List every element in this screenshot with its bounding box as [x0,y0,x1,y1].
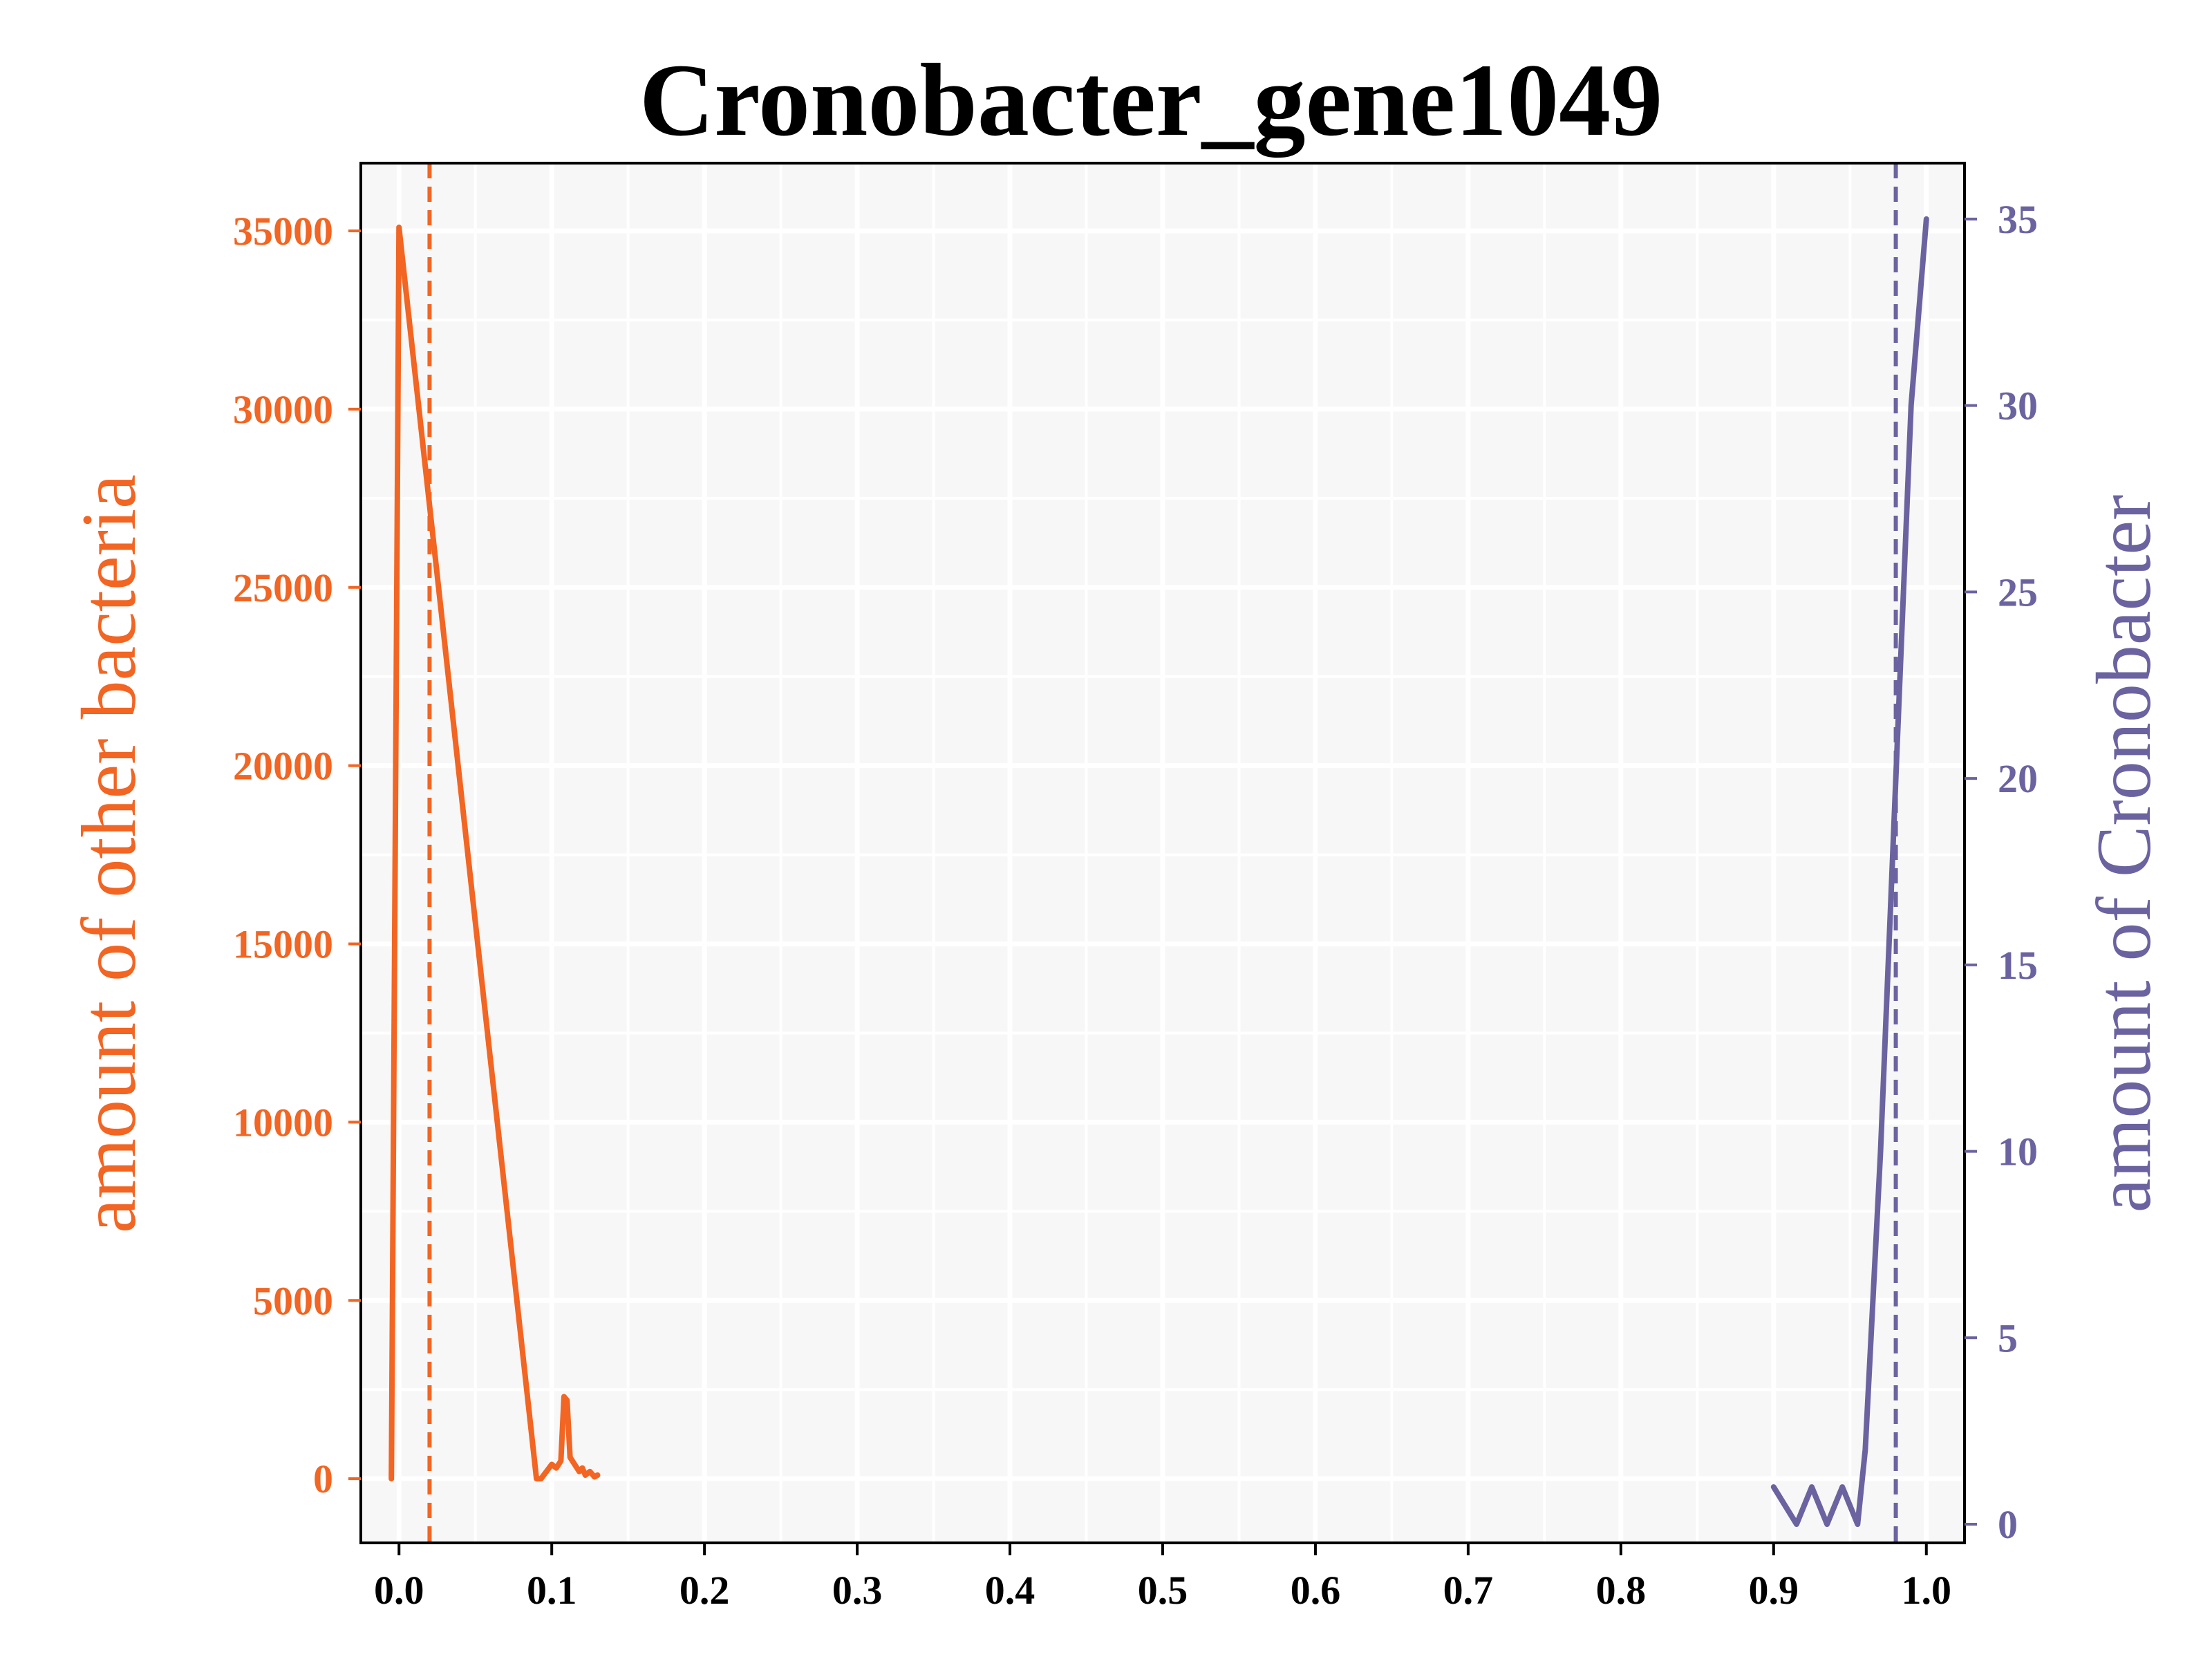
x-tick-label: 1.0 [1902,1568,1952,1613]
y-left-tick-label: 35000 [233,209,333,254]
y-left-tick-label: 10000 [233,1100,333,1145]
y-axis-right: 0 5 10 15 20 25 30 35 [1965,197,2038,1547]
y-right-tick-label: 20 [1998,756,2038,801]
y-axis-left: 0 5000 10000 15000 20000 25000 30000 35000 [233,209,361,1501]
y-right-tick-label: 30 [1998,384,2038,429]
x-tick-label: 0.5 [1138,1568,1188,1613]
y-left-tick-label: 0 [313,1456,333,1501]
series-group [388,216,1929,1527]
y-right-tick-label: 0 [1998,1502,2018,1547]
y-right-tick-label: 10 [1998,1130,2038,1174]
y-left-tick-label: 20000 [233,744,333,789]
y-left-tick-label: 5000 [253,1278,333,1323]
x-tick-label: 0.1 [527,1568,577,1613]
x-tick-label: 0.0 [374,1568,424,1613]
y-left-tick-label: 25000 [233,565,333,610]
y-left-tick-label: 15000 [233,922,333,967]
x-tick-label: 0.2 [679,1568,730,1613]
x-tick-label: 0.9 [1749,1568,1799,1613]
reference-lines [427,163,1898,1543]
y-right-tick-label: 35 [1998,197,2038,242]
grid [361,163,1965,1543]
y-right-tick-label: 25 [1998,570,2038,615]
chart-title: Cronobacter_gene1049 [639,43,1662,158]
series-line-cronobacter [1770,216,1929,1527]
x-axis: 0.0 0.1 0.2 0.3 0.4 0.5 0.6 0.7 0.8 0.9 1.0 [374,1543,1951,1613]
y-left-tick-label: 30000 [233,387,333,432]
x-tick-label: 0.8 [1596,1568,1647,1613]
x-tick-label: 0.3 [832,1568,883,1613]
y-axis-left-label: amount of other bacteria [66,474,152,1233]
y-axis-right-label: amount of Cronobacter [2081,495,2167,1213]
y-right-tick-label: 15 [1998,943,2038,988]
x-tick-label: 0.4 [985,1568,1035,1613]
x-tick-label: 0.6 [1291,1568,1341,1613]
series-line-other-bacteria [388,224,601,1482]
x-tick-label: 0.7 [1443,1568,1494,1613]
y-right-tick-label: 5 [1998,1315,2018,1360]
